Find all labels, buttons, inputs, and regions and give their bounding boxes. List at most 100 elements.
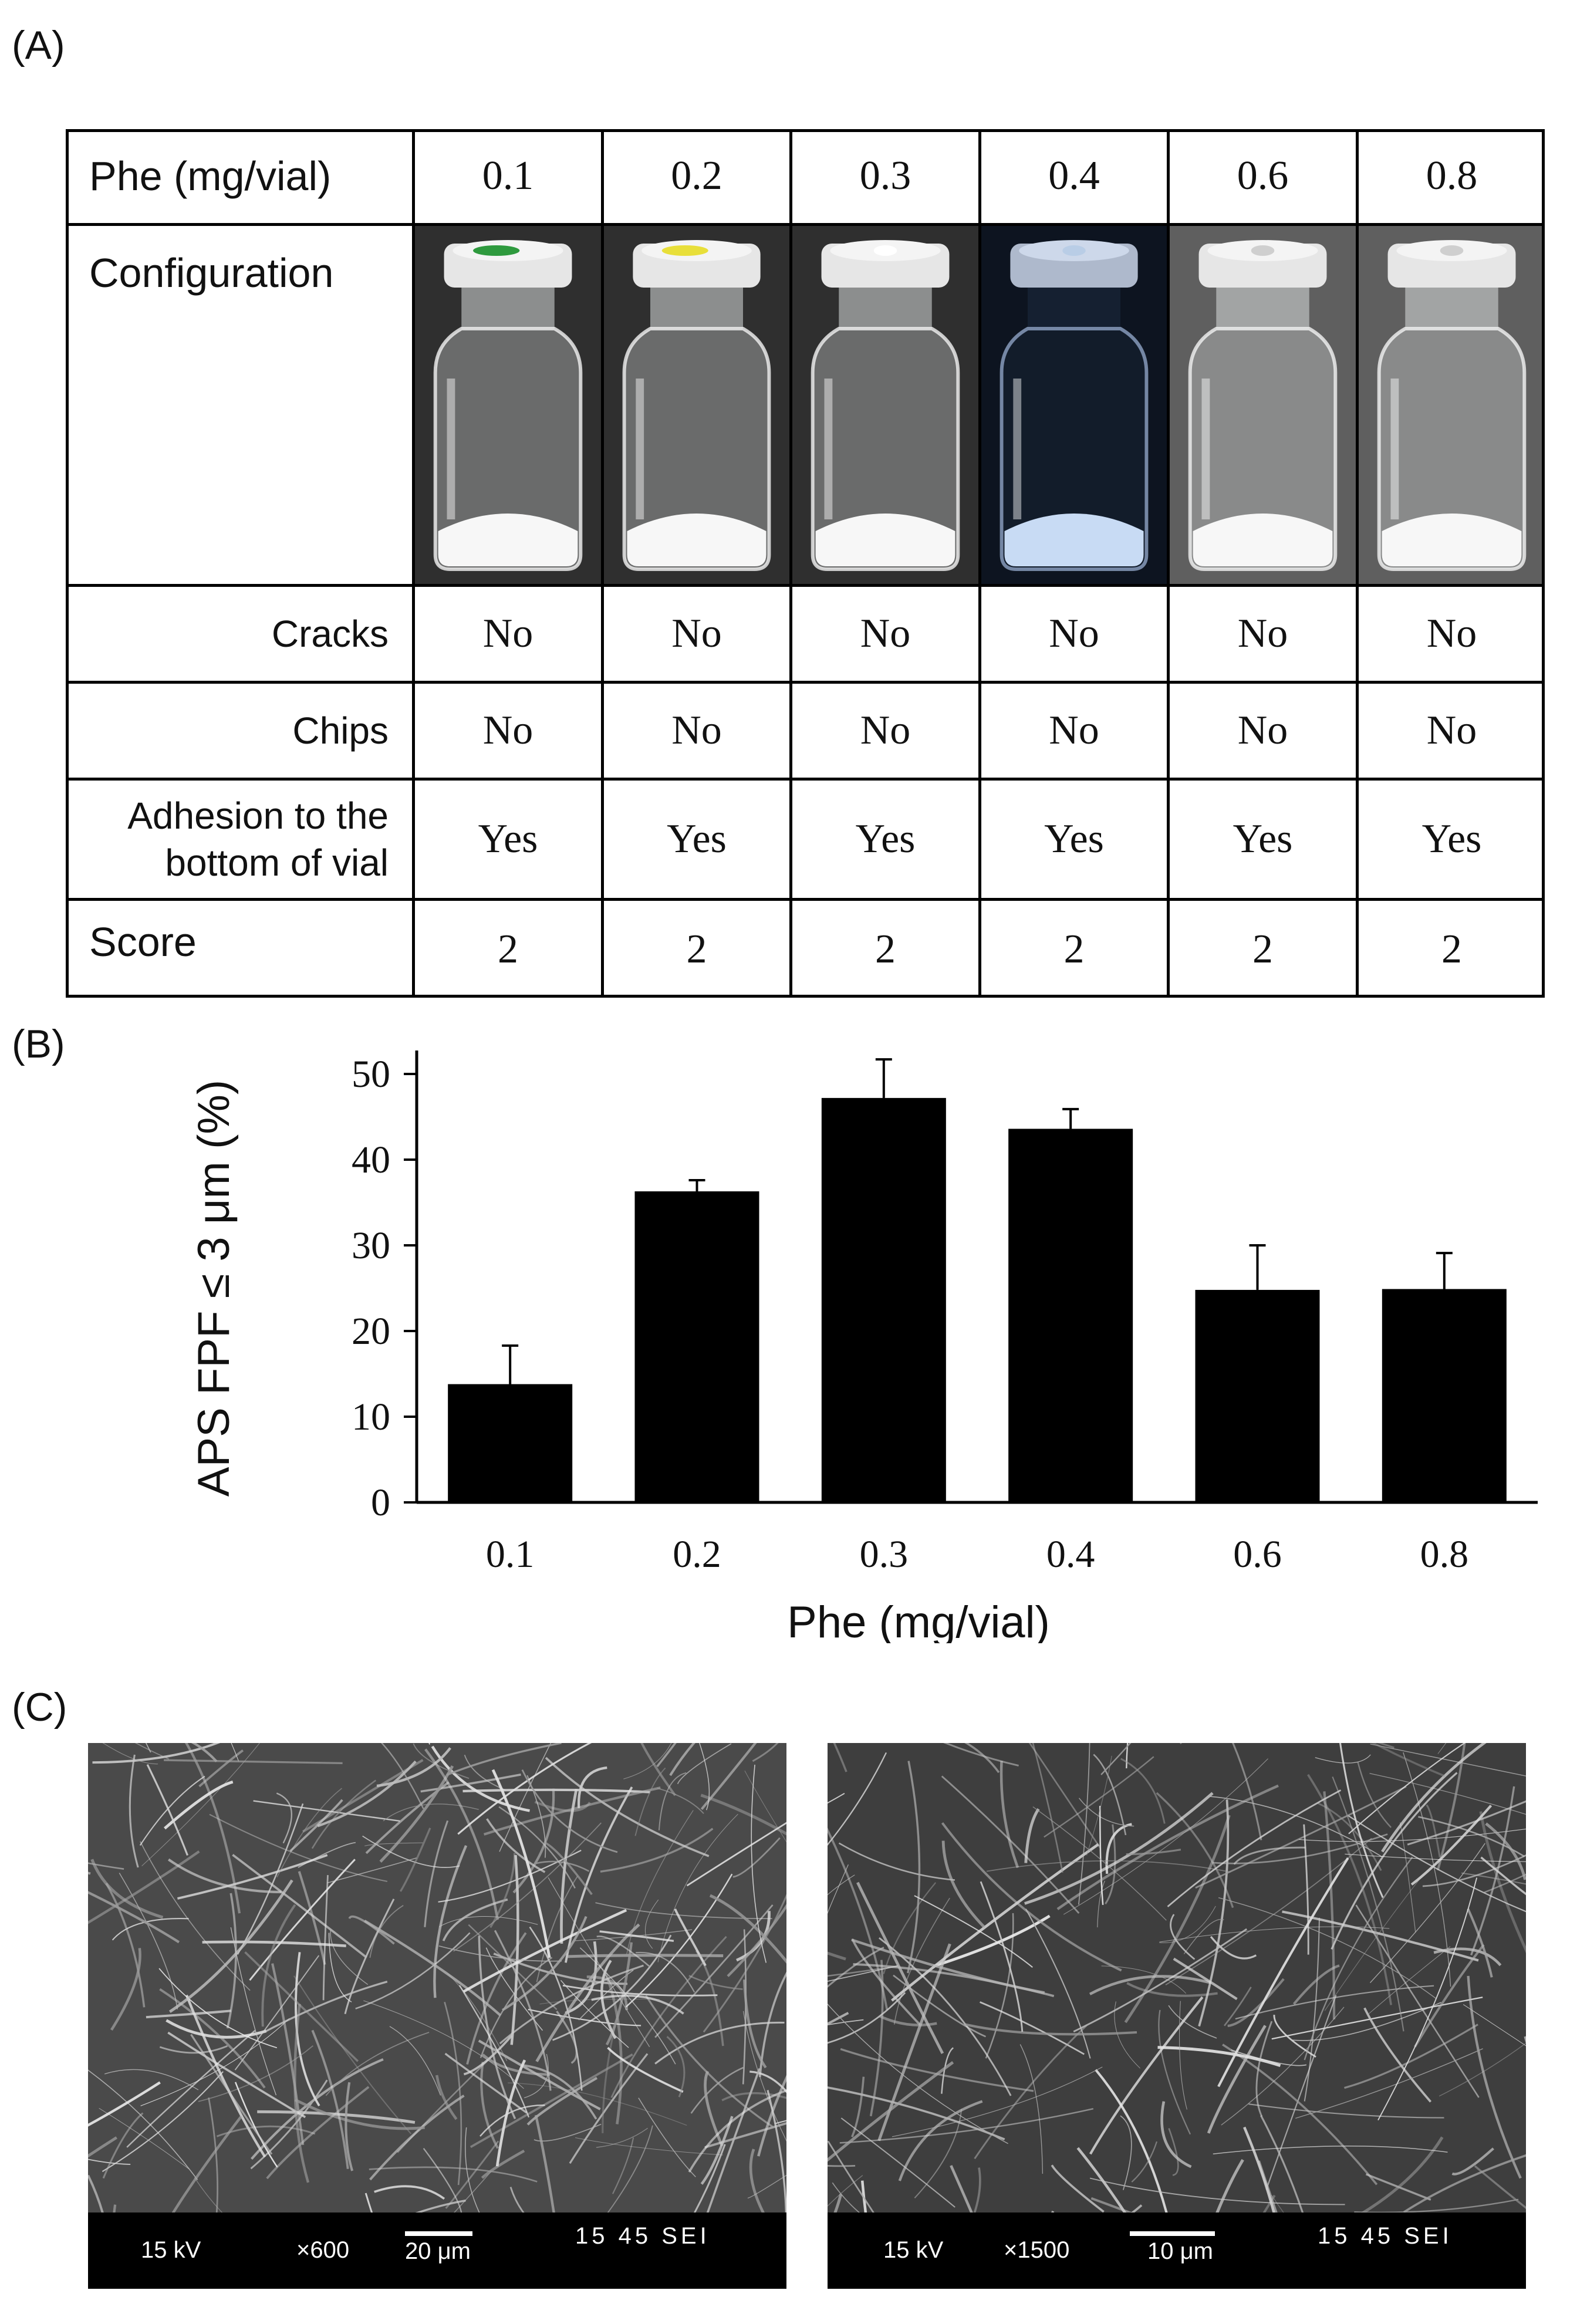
- sem-fiber: [1120, 1758, 1166, 1824]
- sem-fiber: [348, 1915, 395, 1945]
- sem-fiber: [209, 1813, 388, 1882]
- sem-fiber: [486, 1818, 546, 1873]
- sem-fiber: [1078, 1743, 1090, 1905]
- sem-fiber: [1479, 1811, 1526, 1954]
- sem-code: 15 45 SEI: [575, 2223, 710, 2249]
- sem-fiber: [1215, 2159, 1244, 2212]
- sem-fiber: [119, 1872, 178, 2010]
- sem-voltage: 15 kV: [141, 2237, 201, 2263]
- dose-header: 0.3: [792, 129, 981, 226]
- sem-fiber: [1183, 1918, 1224, 1955]
- sem-fiber: [344, 1899, 395, 2015]
- sem-fiber: [1331, 1772, 1458, 1950]
- sem-fiber: [1298, 1828, 1526, 1842]
- adhesion-label-line1: Adhesion to the: [127, 795, 389, 837]
- sem-fiber: [509, 2187, 525, 2212]
- sem-fiber: [933, 1914, 1051, 1968]
- sem-fiber: [548, 1877, 650, 2048]
- sem-magnification: ×1500: [1004, 2237, 1070, 2263]
- sem-fiber: [1370, 1743, 1526, 1776]
- x-tick-label: 0.8: [1420, 1533, 1469, 1576]
- sem-fiber: [1369, 1946, 1451, 2014]
- sem-fiber: [159, 1988, 266, 2089]
- table-cell-adhesion: Yes: [1170, 781, 1359, 901]
- table-cell-cracks: No: [415, 587, 604, 684]
- sem-fiber: [747, 2174, 786, 2199]
- sem-fiber: [129, 1754, 139, 1868]
- sem-fiber: [253, 1800, 400, 1822]
- sem-fiber: [464, 1754, 506, 1791]
- table-cell-chips: No: [1359, 684, 1545, 781]
- sem-fiber: [140, 2018, 290, 2106]
- sem-fiber: [317, 1760, 417, 1828]
- sem-fiber: [1218, 1897, 1437, 1999]
- sem-fiber: [481, 2149, 525, 2179]
- sem-fiber: [1365, 2173, 1431, 2201]
- sem-fiber: [749, 2149, 765, 2212]
- vial-photo: [792, 226, 981, 587]
- sem-fiber: [1168, 2005, 1217, 2039]
- sem-fiber: [1097, 1880, 1106, 1928]
- sem-fiber: [524, 2053, 549, 2099]
- sem-fiber: [610, 1935, 727, 2098]
- sem-fiber: [1090, 2197, 1133, 2212]
- sem-fiber: [1371, 1743, 1446, 1778]
- sem-fiber: [688, 1975, 743, 1990]
- sem-fiber: [757, 2075, 786, 2157]
- table-cell-chips: No: [604, 684, 792, 781]
- sem-fiber: [851, 1938, 1045, 1994]
- vial-photo: [1359, 226, 1545, 587]
- sem-fiber: [1160, 2101, 1192, 2168]
- row-label-chips: Chips: [66, 684, 415, 781]
- sem-fiber: [1369, 1773, 1526, 1815]
- sem-fiber: [1126, 1849, 1181, 1856]
- sem-fiber: [860, 2180, 867, 2212]
- sem-fiber: [856, 1882, 944, 2054]
- sem-fiber: [1073, 1928, 1248, 2033]
- sem-fiber: [522, 2064, 597, 2120]
- sem-fiber: [88, 2069, 198, 2180]
- sem-fiber: [560, 1980, 629, 2048]
- sem-fiber: [250, 2079, 328, 2170]
- sem-fiber: [964, 1743, 1000, 1774]
- sem-fiber: [534, 2114, 555, 2212]
- sem-fiber: [374, 2185, 445, 2200]
- sem-fiber: [1439, 2042, 1526, 2097]
- sem-fiber: [491, 1769, 551, 1958]
- sem-fiber: [164, 1759, 343, 1765]
- sem-fiber: [1156, 1792, 1234, 1908]
- table-cell-score: 2: [1170, 901, 1359, 998]
- sem-fiber: [986, 1860, 1231, 1873]
- sem-fiber: [88, 2174, 104, 2212]
- sem-fiber: [369, 1904, 404, 1958]
- sem-fiber: [1024, 1808, 1040, 1863]
- sem-fiber: [105, 1883, 146, 2008]
- table-cell-score: 2: [604, 901, 792, 998]
- sem-fiber: [602, 2025, 616, 2133]
- sem-fiber: [295, 1952, 320, 2107]
- sem-fiber: [166, 2019, 267, 2039]
- sem-fiber: [973, 2167, 981, 2212]
- sem-fiber: [1467, 1975, 1522, 2179]
- sem-scale-label: 10 μm: [1147, 2238, 1213, 2264]
- sem-fiber: [840, 2048, 1034, 2092]
- sem-fiber: [743, 1980, 767, 2069]
- sem-fiber: [1317, 1802, 1382, 1872]
- sem-fiber: [364, 2193, 373, 2212]
- bar: [634, 1191, 759, 1502]
- sem-fiber: [458, 1985, 530, 2118]
- sem-fiber: [102, 1743, 158, 1765]
- sem-fiber: [604, 1972, 623, 2124]
- sem-fiber: [1076, 2147, 1127, 2212]
- sem-fiber: [1167, 1789, 1342, 1907]
- row-label-cracks: Cracks: [66, 587, 415, 684]
- sem-fiber: [833, 1743, 847, 1772]
- sem-fiber: [1100, 1743, 1132, 1775]
- sem-fiber: [612, 2137, 634, 2194]
- sem-fiber: [442, 1898, 508, 1941]
- sem-fiber: [877, 1943, 951, 2141]
- fpf-bar-chart: 0 10 20 30 40 50 0.1 0.2 0.3 0.4 0.6 0.8 Phe (mg/via…: [176, 1021, 1561, 1647]
- dose-header: 0.1: [415, 129, 604, 226]
- sem-fiber: [965, 2023, 1137, 2036]
- sem-fiber: [1168, 2128, 1179, 2176]
